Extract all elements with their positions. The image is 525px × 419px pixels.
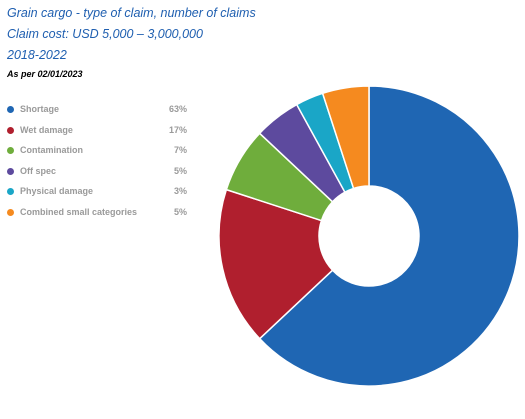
legend-swatch bbox=[7, 167, 14, 175]
legend-label: Off spec bbox=[20, 165, 57, 176]
legend: Shortage 63% Wet damage 17% Contaminatio… bbox=[7, 103, 187, 226]
slice-shortage bbox=[258, 85, 520, 387]
legend-percent: 63% bbox=[168, 104, 187, 114]
legend-swatch bbox=[7, 208, 14, 216]
legend-swatch bbox=[7, 147, 14, 154]
as-of-date: As per 02/01/2023 bbox=[7, 69, 83, 79]
legend-item-combined-small-categories: Combined small categories 5% bbox=[7, 206, 187, 227]
legend-label: Combined small categories bbox=[20, 206, 138, 217]
chart-period: 2018-2022 bbox=[7, 48, 67, 62]
legend-label: Shortage bbox=[20, 104, 60, 114]
legend-label: Physical damage bbox=[20, 186, 94, 196]
chart-title: Grain cargo - type of claim, number of c… bbox=[7, 6, 256, 20]
legend-swatch bbox=[7, 106, 14, 113]
legend-swatch bbox=[7, 188, 14, 195]
legend-item-shortage: Shortage 63% bbox=[7, 103, 187, 124]
legend-label: Wet damage bbox=[20, 124, 73, 135]
legend-item-off-spec: Off spec 5% bbox=[7, 165, 187, 186]
legend-item-contamination: Contamination 7% bbox=[7, 144, 187, 165]
legend-percent: 17% bbox=[168, 124, 187, 135]
donut-slices bbox=[218, 85, 520, 387]
legend-label: Contamination bbox=[20, 145, 83, 155]
legend-percent: 5% bbox=[173, 206, 187, 217]
legend-swatch bbox=[7, 126, 14, 134]
legend-percent: 7% bbox=[173, 145, 187, 155]
slice-wet-damage bbox=[218, 188, 334, 340]
legend-item-wet-damage: Wet damage 17% bbox=[7, 124, 187, 145]
legend-percent: 3% bbox=[173, 186, 187, 196]
legend-item-physical-damage: Physical damage 3% bbox=[7, 185, 187, 206]
slice-combined-small-categories bbox=[321, 85, 370, 190]
chart-subtitle: Claim cost: USD 5,000 – 3,000,000 bbox=[7, 27, 203, 41]
legend-percent: 5% bbox=[173, 165, 187, 176]
